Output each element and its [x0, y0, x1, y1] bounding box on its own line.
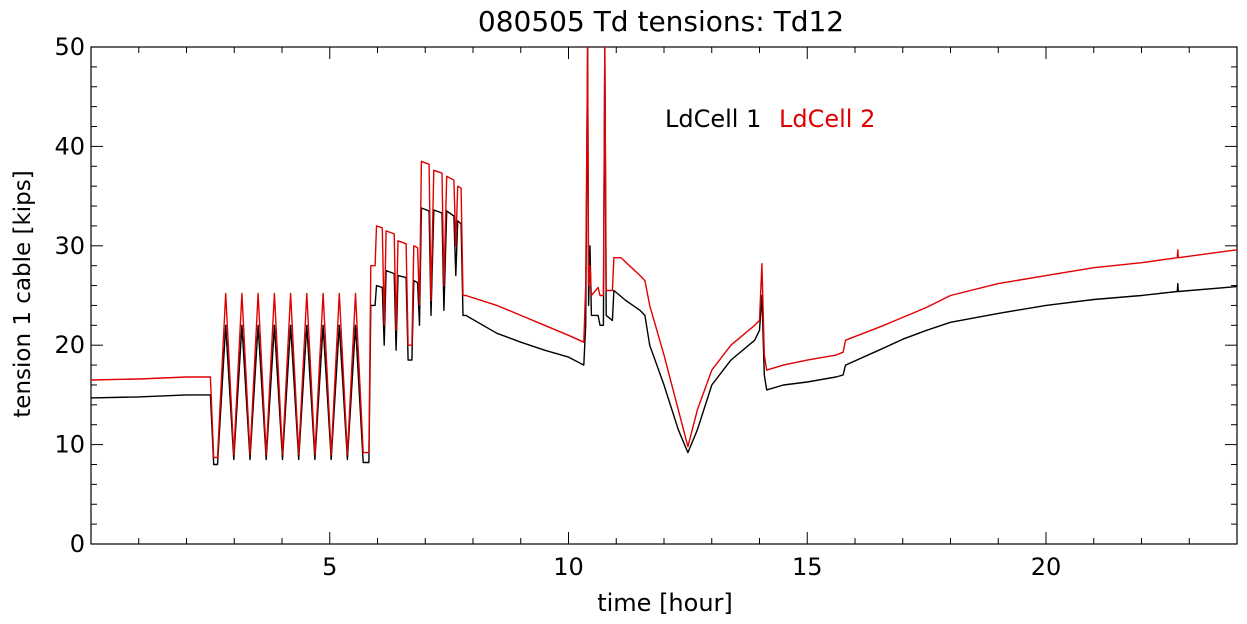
y-axis-label: tension 1 cable [kips]	[10, 170, 36, 417]
chart-title: 080505 Td tensions: Td12	[478, 5, 844, 38]
x-tick-label: 10	[553, 553, 584, 581]
plot-border	[90, 46, 1238, 545]
y-tick-label: 40	[54, 132, 85, 160]
legend-ldcell2: LdCell 2	[779, 105, 875, 133]
y-tick-label: 10	[54, 431, 85, 459]
legend: LdCell 1 LdCell 2	[665, 105, 875, 133]
x-tick-label: 15	[792, 553, 823, 581]
plot-frame	[90, 46, 1238, 545]
y-tick-label: 30	[54, 232, 85, 260]
x-tick-label: 20	[1031, 553, 1062, 581]
y-tick-label: 50	[54, 33, 85, 61]
series-layer	[91, 47, 1237, 466]
x-axis-label: time [hour]	[597, 589, 733, 617]
x-tick-label: 5	[322, 553, 337, 581]
axis-ticks	[91, 47, 1237, 544]
y-tick-label: 0	[70, 530, 85, 558]
tick-labels: 5 10 15 20 0 10 20 30 40 50	[54, 33, 1061, 581]
legend-ldcell1: LdCell 1	[665, 105, 761, 133]
y-tick-label: 20	[54, 331, 85, 359]
series-line-ldcell2	[91, 47, 1237, 459]
